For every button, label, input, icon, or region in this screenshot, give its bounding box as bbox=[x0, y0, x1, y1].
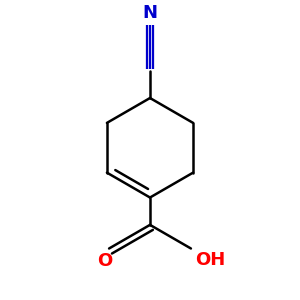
Text: O: O bbox=[97, 252, 112, 270]
Text: N: N bbox=[142, 4, 158, 22]
Text: OH: OH bbox=[195, 251, 225, 269]
